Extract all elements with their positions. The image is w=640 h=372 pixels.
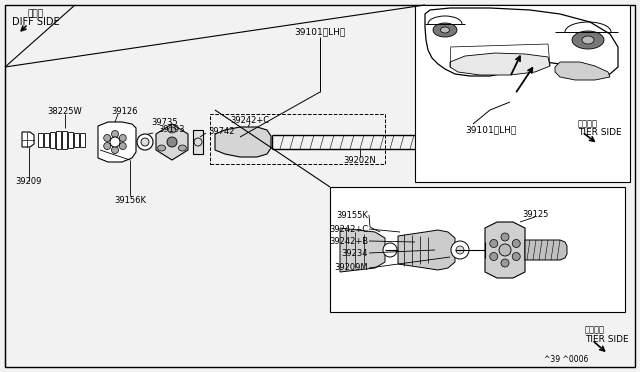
Circle shape — [512, 253, 520, 260]
Polygon shape — [485, 222, 525, 278]
Ellipse shape — [440, 27, 449, 33]
Text: 39202N: 39202N — [344, 155, 376, 164]
Polygon shape — [98, 122, 136, 162]
Text: タイヤ側: タイヤ側 — [585, 326, 605, 334]
Polygon shape — [74, 133, 79, 147]
Text: 39209M: 39209M — [334, 263, 368, 273]
Ellipse shape — [157, 145, 166, 151]
Circle shape — [490, 253, 498, 260]
Polygon shape — [50, 132, 55, 148]
Polygon shape — [525, 240, 567, 260]
Circle shape — [137, 134, 153, 150]
Ellipse shape — [433, 23, 457, 37]
Polygon shape — [215, 127, 271, 157]
Ellipse shape — [572, 31, 604, 49]
Polygon shape — [450, 53, 550, 75]
Polygon shape — [22, 132, 34, 147]
Circle shape — [501, 233, 509, 241]
Polygon shape — [415, 5, 630, 182]
Circle shape — [383, 243, 397, 257]
Circle shape — [119, 135, 126, 141]
Circle shape — [451, 241, 469, 259]
Ellipse shape — [179, 145, 186, 151]
Polygon shape — [80, 134, 85, 147]
Text: 39209: 39209 — [15, 176, 42, 186]
Text: 39155K: 39155K — [336, 211, 368, 219]
Polygon shape — [156, 124, 188, 160]
Text: 39101（LH）: 39101（LH） — [465, 125, 516, 135]
Polygon shape — [330, 187, 625, 312]
Text: DIFF SIDE: DIFF SIDE — [12, 17, 60, 27]
Text: 39242+C: 39242+C — [329, 224, 368, 234]
Text: 39735: 39735 — [152, 118, 179, 126]
Text: 38225W: 38225W — [47, 106, 83, 115]
Text: 39156K: 39156K — [114, 196, 146, 205]
Text: TIER SIDE: TIER SIDE — [585, 334, 628, 343]
Polygon shape — [193, 130, 203, 154]
Circle shape — [490, 240, 498, 247]
Text: デフ側: デフ側 — [28, 10, 44, 19]
Polygon shape — [62, 131, 67, 149]
Polygon shape — [555, 62, 610, 80]
Circle shape — [501, 259, 509, 267]
Polygon shape — [38, 134, 43, 147]
Circle shape — [194, 138, 202, 146]
Circle shape — [456, 246, 464, 254]
Text: 39742: 39742 — [208, 126, 234, 135]
Circle shape — [119, 142, 126, 150]
Polygon shape — [340, 228, 385, 272]
Text: 39242+B: 39242+B — [329, 237, 368, 246]
Ellipse shape — [582, 36, 594, 44]
Text: ^39 ^0006: ^39 ^0006 — [543, 355, 588, 363]
Polygon shape — [425, 8, 618, 77]
Text: タイヤ側: タイヤ側 — [578, 119, 598, 128]
Circle shape — [110, 137, 120, 147]
Circle shape — [104, 135, 111, 141]
Circle shape — [512, 240, 520, 247]
Text: 39234: 39234 — [342, 248, 368, 257]
Polygon shape — [56, 131, 61, 149]
Circle shape — [141, 138, 149, 146]
Circle shape — [499, 244, 511, 256]
Text: TIER SIDE: TIER SIDE — [578, 128, 621, 137]
Text: 39193: 39193 — [158, 125, 184, 134]
Circle shape — [104, 142, 111, 150]
Text: 39242+C: 39242+C — [230, 115, 269, 125]
Circle shape — [111, 147, 118, 154]
Circle shape — [111, 131, 118, 138]
Text: 39125: 39125 — [522, 209, 548, 218]
Polygon shape — [398, 230, 455, 270]
Text: 39126: 39126 — [112, 106, 138, 115]
Circle shape — [167, 137, 177, 147]
Polygon shape — [68, 132, 73, 148]
Ellipse shape — [168, 127, 176, 133]
Text: 39101（LH）: 39101（LH） — [294, 28, 346, 36]
Polygon shape — [44, 133, 49, 147]
